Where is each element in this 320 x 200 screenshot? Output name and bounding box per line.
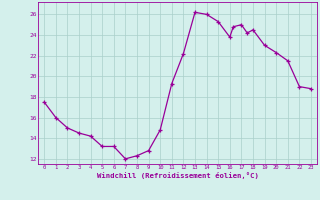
X-axis label: Windchill (Refroidissement éolien,°C): Windchill (Refroidissement éolien,°C): [97, 172, 259, 179]
